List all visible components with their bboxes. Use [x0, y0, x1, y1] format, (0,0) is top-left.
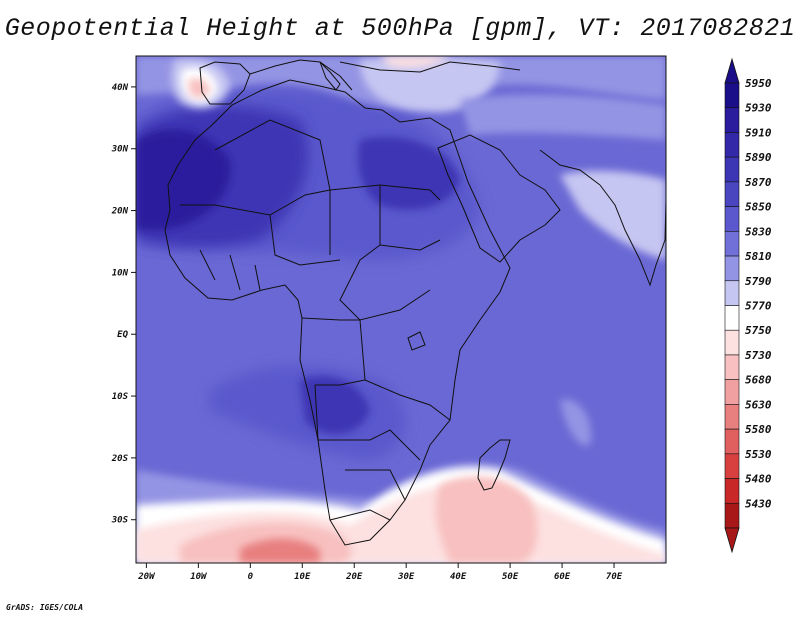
colorbar-swatch [724, 280, 740, 306]
italy-coastline [319, 61, 341, 91]
plot-frame [135, 55, 667, 564]
colorbar-label: 5530 [745, 448, 772, 461]
arabia-coastline [437, 134, 561, 263]
x-tick-label: 30E [397, 572, 415, 582]
iberia-coastline [199, 61, 251, 105]
y-axis: 40N 30N 20N 10N EQ 10S 20S 30S [111, 83, 136, 526]
middle-east-band [460, 94, 666, 140]
indian-ocean-patch [560, 399, 591, 446]
colorbar-swatch [724, 82, 740, 109]
map-title: Geopotential Height at 500hPa [gpm], VT:… [4, 14, 796, 43]
colorbar-swatch [724, 181, 740, 207]
colorbar-label: 5480 [745, 473, 772, 486]
sudan-high [358, 136, 460, 210]
colorbar-swatch [724, 156, 740, 183]
colorbar-swatch [724, 107, 740, 133]
persian-gulf-coast [539, 149, 601, 186]
x-tick-label: 10W [190, 572, 208, 582]
colorbar-label: 5930 [745, 102, 772, 115]
x-tick-label: 0 [248, 572, 254, 582]
colorbar-swatch [724, 478, 740, 504]
colorbar-swatch [724, 404, 740, 430]
colorbar-swatch [724, 453, 740, 479]
colorbar-swatch [724, 231, 740, 257]
colorbar-label: 5730 [745, 349, 772, 362]
mediterranean-north-coast [249, 59, 521, 91]
colorbar-swatch [724, 255, 740, 282]
madagascar-coastline [477, 439, 511, 491]
colorbar-label: 5770 [745, 300, 772, 313]
colorbar-swatch [724, 354, 740, 380]
colorbar-label: 5870 [745, 176, 772, 189]
y-tick-label: 20S [111, 454, 129, 464]
x-tick-label: 70E [606, 572, 623, 582]
colorbar-swatch [724, 428, 740, 455]
x-tick-label: 40E [450, 572, 467, 582]
colorbar-swatch [724, 502, 740, 529]
angola-max [300, 376, 370, 434]
x-axis: 20W 10W 0 10E 20E 30E 40E 50E 60E 70E [137, 563, 623, 582]
colorbar-label: 5430 [745, 497, 772, 510]
india-coastline [599, 184, 666, 287]
colorbar-swatch [724, 305, 740, 331]
colorbar-top-arrow [724, 57, 740, 84]
colorbar-label: 5850 [745, 201, 772, 214]
colorbar-swatch [724, 379, 740, 405]
coastlines-and-borders [164, 59, 666, 546]
country-borders [180, 119, 451, 521]
colorbar-label: 5680 [745, 374, 772, 387]
colorbar-swatch [724, 132, 740, 158]
y-tick-label: 10S [112, 392, 129, 402]
colorbar-label: 5950 [745, 77, 772, 90]
india-trough [560, 170, 666, 260]
y-tick-label: 30S [111, 516, 129, 526]
iberia-core [188, 78, 210, 98]
colorbar-label: 5890 [745, 151, 772, 164]
colorbar-label: 5910 [745, 126, 772, 139]
cape-red [240, 538, 320, 563]
colorbar-swatch [724, 329, 740, 356]
y-tick-label: 20N [111, 207, 129, 217]
y-tick-label: EQ [117, 330, 128, 340]
x-tick-label: 60E [554, 572, 571, 582]
x-tick-label: 50E [502, 572, 519, 582]
colorbar-bottom-arrow [724, 527, 740, 554]
madagascar-rose [435, 476, 538, 563]
y-tick-label: 40N [112, 83, 129, 93]
colorbar: 5950 5930 5910 5890 5870 5850 5830 5810 5790 5770… [724, 57, 772, 554]
y-tick-label: 30N [111, 145, 129, 155]
africa-coastline [164, 79, 511, 546]
x-tick-label: 10E [294, 572, 311, 582]
aegean-low [380, 56, 450, 68]
colorbar-label: 5810 [745, 250, 772, 263]
x-tick-label: 20E [345, 572, 363, 582]
credit-text: GrADS: IGES/COLA [6, 603, 84, 612]
colorbar-label: 5630 [745, 398, 772, 411]
y-tick-label: 10N [112, 268, 129, 278]
colorbar-label: 5790 [745, 275, 772, 288]
x-tick-label: 20W [137, 572, 156, 582]
colorbar-swatch [724, 206, 740, 232]
lake-victoria [407, 331, 426, 351]
colorbar-label: 5830 [745, 225, 772, 238]
colorbar-label: 5580 [745, 423, 772, 436]
colorbar-label: 5750 [745, 324, 772, 337]
